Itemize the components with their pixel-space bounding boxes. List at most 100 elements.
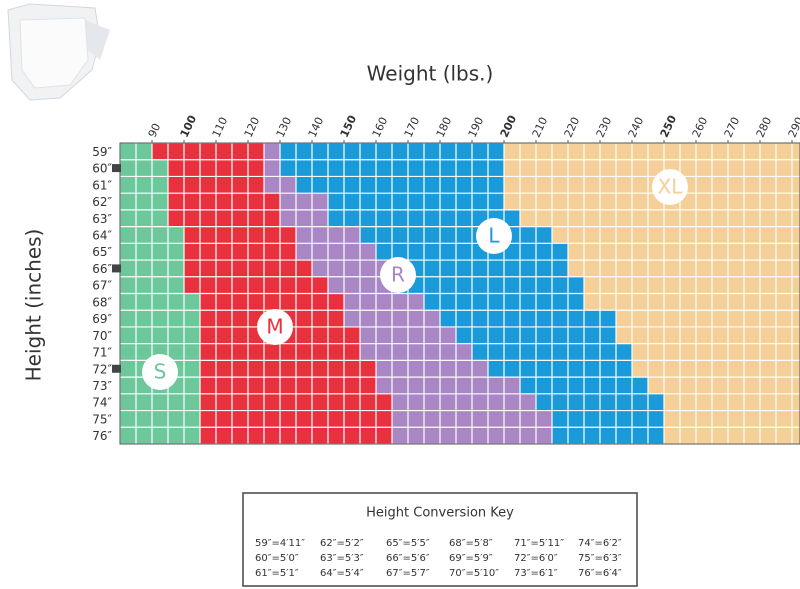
x-tick-label: 120	[242, 115, 263, 140]
key-entry: 63″=5′3″	[320, 553, 364, 564]
size-cell	[504, 193, 800, 210]
x-tick-label: 110	[210, 115, 231, 140]
size-cell	[344, 293, 424, 311]
x-tick-label: 160	[370, 115, 391, 140]
size-name: S	[154, 360, 167, 384]
size-cell	[120, 193, 168, 210]
size-cell	[584, 276, 800, 294]
size-cell	[280, 193, 328, 210]
x-tick-label: 210	[530, 115, 551, 140]
size-cell	[200, 360, 376, 378]
size-cell	[264, 159, 280, 177]
size-cell	[120, 159, 168, 177]
size-badge	[652, 169, 688, 205]
x-tick-label: 240	[626, 115, 647, 140]
size-cell	[168, 209, 280, 227]
size-badge	[380, 257, 416, 293]
size-cell	[184, 276, 328, 294]
size-cell	[504, 176, 800, 194]
size-badge	[476, 218, 512, 254]
size-cell	[664, 410, 800, 428]
y-tick-label: 70″	[92, 329, 112, 343]
size-cell	[168, 193, 280, 210]
plot-frame	[119, 142, 800, 445]
key-rows: 59″=4′11″ 62″=5′2″ 65″=5′5″ 68″=5′8″ 71″=5′1…	[255, 538, 622, 579]
size-cell	[568, 243, 800, 261]
key-entry: 65″=5′5″	[386, 538, 430, 549]
x-tick-label: 130	[274, 115, 295, 140]
size-cell	[568, 260, 800, 277]
x-tick-label: 100	[178, 113, 200, 140]
size-cell	[616, 310, 800, 327]
x-tick-label: 140	[306, 115, 327, 140]
size-cell	[392, 260, 568, 277]
key-entry: 61″=5′1″	[255, 568, 299, 579]
size-cell	[328, 193, 504, 210]
size-cell	[120, 326, 200, 344]
size-cell	[120, 176, 168, 194]
size-cell	[280, 209, 328, 227]
key-entry: 76″=6′4″	[578, 568, 622, 579]
key-title: Height Conversion Key	[366, 506, 514, 521]
y-tick-label: 69″	[92, 312, 112, 326]
size-cell	[616, 326, 800, 344]
key-entry: 70″=5′10″	[449, 568, 499, 579]
size-cell	[664, 427, 800, 444]
size-cell	[392, 393, 536, 411]
size-cell	[552, 427, 664, 444]
y-tick-label: 65″	[92, 245, 112, 259]
x-tick-label: 200	[498, 113, 520, 140]
size-cell	[632, 343, 800, 361]
size-badge	[257, 309, 293, 345]
key-entry: 60″=5′0″	[255, 553, 299, 564]
key-entry: 67″=5′7″	[386, 568, 430, 579]
x-tick-label: 90	[146, 121, 164, 139]
row-marker	[112, 364, 121, 373]
y-tick-label: 60″	[92, 162, 112, 176]
key-entry: 73″=6′1″	[514, 568, 558, 579]
y-tick-label: 73″	[92, 379, 112, 393]
y-tick-label: 66″	[92, 262, 112, 276]
size-cell	[264, 143, 280, 160]
y-tick-label: 64″	[92, 228, 112, 242]
key-entry: 62″=5′2″	[320, 538, 364, 549]
size-cell	[120, 343, 200, 361]
y-tick-label: 75″	[92, 412, 112, 426]
row-marker	[112, 264, 121, 273]
plot: 59″ 60″ 61″ 62″ 63″ 64″ 65″ 66″ 67″ 68″ 69″ 70″ 71″ 7…	[92, 113, 800, 445]
x-tick-label: 230	[594, 115, 615, 140]
size-cell	[584, 293, 800, 311]
size-cell	[120, 410, 200, 428]
size-cell	[120, 293, 200, 311]
size-cell	[312, 260, 392, 277]
size-cell	[152, 143, 264, 160]
x-tick-label: 150	[338, 113, 360, 140]
y-tick-label: 71″	[92, 346, 112, 360]
product-image	[7, 3, 110, 101]
size-cell	[552, 226, 800, 244]
y-tick-label: 68″	[92, 295, 112, 309]
x-tick-label: 180	[434, 115, 455, 140]
key-box	[242, 492, 638, 587]
size-cell	[520, 209, 800, 227]
size-cell	[200, 377, 376, 394]
size-cell	[504, 159, 800, 177]
size-cell	[184, 226, 296, 244]
y-tick-label: 59″	[92, 145, 112, 159]
size-name: L	[488, 224, 500, 248]
size-cell	[552, 410, 664, 428]
y-tick-label: 63″	[92, 212, 112, 226]
x-tick-label: 190	[466, 115, 487, 140]
row-marker	[112, 164, 121, 173]
size-cell	[440, 310, 616, 327]
size-cell	[296, 243, 376, 261]
x-tick-label: 260	[690, 115, 711, 140]
size-cell	[504, 143, 800, 160]
x-tick-label: 170	[402, 115, 423, 140]
key-entry: 68″=5′8″	[449, 538, 493, 549]
size-cell	[120, 209, 168, 227]
y-tick-label: 62″	[92, 195, 112, 209]
x-axis-title: Weight (lbs.)	[367, 62, 494, 86]
size-badge	[142, 354, 178, 390]
